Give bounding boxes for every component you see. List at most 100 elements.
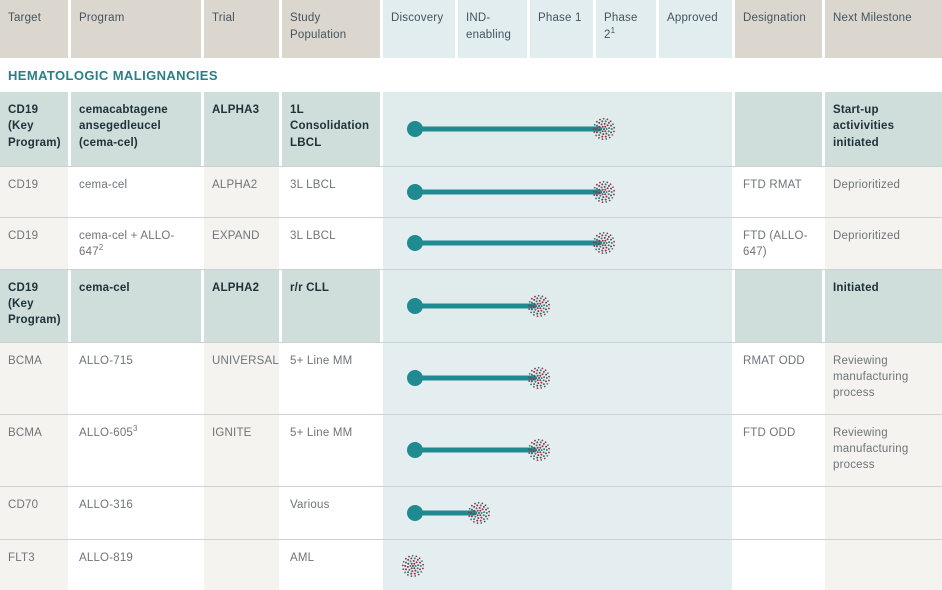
- cell-target: CD19 (Key Program): [0, 92, 68, 166]
- milestone-marker-icon: [401, 554, 424, 577]
- cell-designation: FTD RMAT: [735, 167, 822, 217]
- column-header-designation: Designation: [735, 0, 822, 58]
- column-header-approved: Approved: [659, 0, 732, 58]
- cell-program: cema-cel: [71, 269, 201, 342]
- phase2-label: Phase 2: [604, 12, 638, 41]
- milestone-marker-icon: [593, 232, 616, 255]
- column-header-trial: Trial: [204, 0, 279, 58]
- cell-study-population: AML: [282, 539, 380, 590]
- pipeline-row: CD19 (Key Program) cema-cel ALPHA2 r/r C…: [0, 268, 942, 342]
- cell-trial: IGNITE: [204, 414, 279, 486]
- column-header-program: Program: [71, 0, 201, 58]
- pipeline-row: CD19 cema-cel ALPHA2 3L LBCL FTD RMAT De…: [0, 166, 942, 217]
- cell-phase-progress: [383, 342, 732, 414]
- phase-columns-group: Discovery IND-enabling Phase 1 Phase 21 …: [383, 0, 732, 58]
- program-footnote-superscript: 2: [98, 243, 104, 253]
- cell-next-milestone: Start-up activivities initiated: [825, 92, 942, 166]
- cell-program: ALLO-715: [71, 342, 201, 414]
- progress-start-dot: [406, 297, 423, 314]
- pipeline-row: CD19 cema-cel + ALLO-6472 EXPAND 3L LBCL…: [0, 217, 942, 269]
- cell-target: CD19 (Key Program): [0, 269, 68, 342]
- cell-next-milestone: [825, 539, 942, 590]
- cell-program: cemacabtagene ansegedleucel (cema-cel): [71, 92, 201, 166]
- cell-program: ALLO-819: [71, 539, 201, 590]
- cell-phase-progress: [383, 167, 732, 217]
- cell-trial: ALPHA2: [204, 269, 279, 342]
- cell-phase-progress: [383, 269, 732, 342]
- cell-target: CD19: [0, 218, 68, 269]
- pipeline-row: BCMA ALLO-715 UNIVERSAL 5+ Line MM RMAT …: [0, 341, 942, 414]
- cell-next-milestone: [825, 486, 942, 539]
- progress-bar: [414, 303, 537, 309]
- cell-program: ALLO-6053: [71, 414, 201, 486]
- cell-study-population: 5+ Line MM: [282, 342, 380, 414]
- milestone-marker-icon: [593, 117, 616, 140]
- phase2-footnote-superscript: 1: [610, 25, 616, 35]
- progress-start-dot: [406, 370, 423, 387]
- table-header-row: Target Program Trial Study Population Di…: [0, 0, 942, 58]
- cell-target: FLT3: [0, 539, 68, 590]
- table-body: CD19 (Key Program) cemacabtagene anseged…: [0, 92, 942, 590]
- cell-designation: FTD ODD: [735, 414, 822, 486]
- column-header-discovery: Discovery: [383, 0, 455, 58]
- cell-designation: [735, 269, 822, 342]
- pipeline-row: CD70 ALLO-316 Various: [0, 485, 942, 539]
- progress-start-dot: [406, 504, 423, 521]
- cell-trial: EXPAND: [204, 218, 279, 269]
- column-header-ind-enabling: IND-enabling: [458, 0, 527, 58]
- progress-bar: [414, 240, 603, 246]
- pipeline-row: BCMA ALLO-6053 IGNITE 5+ Line MM FTD ODD…: [0, 413, 942, 486]
- cell-study-population: 3L LBCL: [282, 167, 380, 217]
- cell-study-population: 3L LBCL: [282, 218, 380, 269]
- program-footnote-superscript: 3: [133, 423, 138, 433]
- progress-bar: [414, 126, 603, 132]
- cell-trial: ALPHA3: [204, 92, 279, 166]
- column-header-target: Target: [0, 0, 68, 58]
- cell-target: BCMA: [0, 342, 68, 414]
- cell-trial: ALPHA2: [204, 167, 279, 217]
- cell-designation: FTD (ALLO-647): [735, 218, 822, 269]
- milestone-marker-icon: [468, 501, 491, 524]
- progress-bar: [414, 447, 537, 453]
- cell-designation: [735, 539, 822, 590]
- cell-program: cema-cel: [71, 167, 201, 217]
- cell-target: BCMA: [0, 414, 68, 486]
- cell-target: CD19: [0, 167, 68, 217]
- cell-phase-progress: [383, 486, 732, 539]
- progress-start-dot: [406, 121, 423, 137]
- progress-start-dot: [406, 442, 423, 459]
- milestone-marker-icon: [593, 180, 616, 203]
- cell-program: ALLO-316: [71, 486, 201, 539]
- pipeline-row: FLT3 ALLO-819 AML: [0, 538, 942, 590]
- progress-bar: [414, 375, 537, 381]
- cell-program: cema-cel + ALLO-6472: [71, 218, 201, 269]
- cell-designation: [735, 486, 822, 539]
- cell-next-milestone: Deprioritized: [825, 167, 942, 217]
- progress-bar: [414, 510, 478, 516]
- cell-phase-progress: [383, 92, 732, 166]
- cell-trial: UNIVERSAL: [204, 342, 279, 414]
- cell-trial: [204, 539, 279, 590]
- column-header-phase2: Phase 21: [596, 0, 656, 58]
- milestone-marker-icon: [527, 294, 551, 317]
- cell-study-population: 5+ Line MM: [282, 414, 380, 486]
- cell-phase-progress: [383, 414, 732, 486]
- cell-study-population: Various: [282, 486, 380, 539]
- milestone-marker-icon: [527, 367, 551, 390]
- cell-study-population: 1L Consolidation LBCL: [282, 92, 380, 166]
- cell-phase-progress: [383, 539, 732, 590]
- cell-study-population: r/r CLL: [282, 269, 380, 342]
- cell-next-milestone: Initiated: [825, 269, 942, 342]
- cell-next-milestone: Reviewing manufacturing process: [825, 414, 942, 486]
- cell-next-milestone: Reviewing manufacturing process: [825, 342, 942, 414]
- cell-designation: RMAT ODD: [735, 342, 822, 414]
- cell-phase-progress: [383, 218, 732, 269]
- cell-target: CD70: [0, 486, 68, 539]
- section-header: HEMATOLOGIC MALIGNANCIES: [0, 58, 942, 92]
- cell-trial: [204, 486, 279, 539]
- cell-designation: [735, 92, 822, 166]
- progress-start-dot: [406, 184, 423, 200]
- column-header-next-milestone: Next Milestone: [825, 0, 942, 58]
- milestone-marker-icon: [527, 439, 551, 462]
